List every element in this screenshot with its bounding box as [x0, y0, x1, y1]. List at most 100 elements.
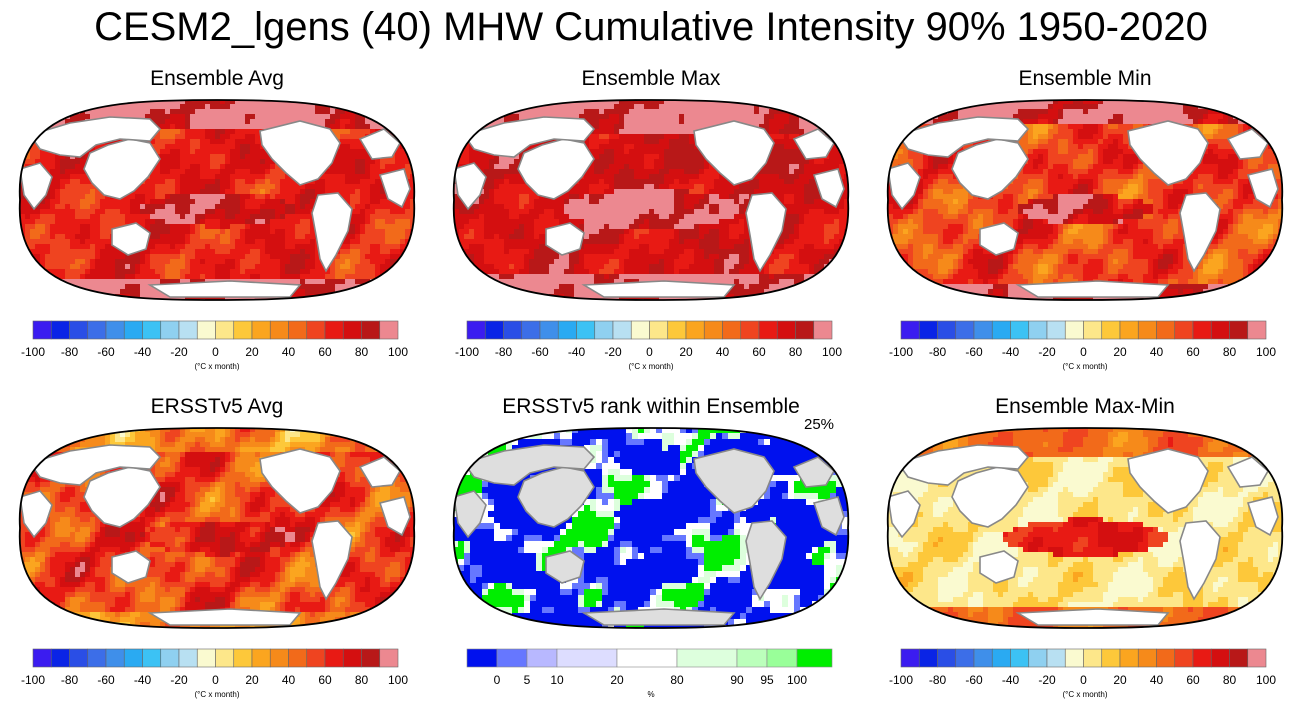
colorbar-tick-label: 100	[1256, 345, 1276, 359]
colorbar-cell	[269, 320, 289, 340]
colorbar-cell	[361, 648, 381, 668]
colorbar-cell	[918, 320, 938, 340]
map-ensemble-max	[452, 99, 850, 301]
colorbar: -100 -80 -60 -40 -20 0 20 40 60 80 100	[455, 320, 842, 359]
colorbar-cell	[1137, 648, 1157, 668]
colorbar-cell	[667, 320, 687, 340]
map-ensemble-maxmin	[886, 427, 1284, 629]
colorbar-tick-label: 95	[760, 673, 774, 687]
colorbar-tick-label: 0	[646, 345, 653, 359]
colorbar-cell	[1210, 648, 1230, 668]
panel-title: ERSSTv5 Avg	[0, 394, 434, 420]
map-outline	[886, 427, 1284, 629]
colorbar-cell	[900, 648, 920, 668]
colorbar-tick-label: -20	[170, 345, 188, 359]
colorbar-cell	[900, 320, 920, 340]
colorbar-tick-label: -100	[455, 345, 479, 359]
colorbar-cell	[1028, 648, 1048, 668]
colorbar: -100 -80 -60 -40 -20 0 20 40 60 80 100	[21, 320, 408, 359]
panel-ensemble-min: Ensemble Min -100 -80 -60 -40 -20 0 20 40 60 80 100…	[868, 66, 1302, 371]
map-outline	[18, 99, 416, 301]
colorbar-cell	[612, 320, 632, 340]
colorbar-cell	[105, 320, 125, 340]
colorbar-cell	[160, 320, 180, 340]
land-mask	[887, 116, 1279, 298]
colorbar-cell	[379, 320, 399, 340]
colorbar-cell	[703, 320, 723, 340]
colorbar-cell	[269, 648, 289, 668]
colorbar-tick-label: -80	[929, 673, 947, 687]
colorbar: -100 -80 -60 -40 -20 0 20 40 60 80 100	[889, 320, 1276, 359]
colorbar-cell	[937, 648, 957, 668]
colorbar-cell	[1101, 320, 1121, 340]
colorbar-cell	[324, 648, 344, 668]
colorbar-cell	[796, 648, 833, 668]
panel-title: Ensemble Max-Min	[868, 394, 1302, 420]
colorbar-tick-label: 80	[355, 673, 369, 687]
colorbar: 0 5 10 20 80 90 95 100	[466, 648, 833, 687]
colorbar-cell	[594, 320, 614, 340]
colorbar-tick-label: -60	[531, 345, 549, 359]
colorbar-tick-label: 60	[1186, 345, 1200, 359]
colorbar-cell	[69, 648, 89, 668]
colorbar-cell	[215, 320, 235, 340]
colorbar-cell	[69, 320, 89, 340]
colorbar-tick-label: 80	[1223, 673, 1237, 687]
colorbar-cell	[251, 320, 271, 340]
colorbar-cell	[722, 320, 742, 340]
colorbar-cell	[1046, 320, 1066, 340]
colorbar-cell	[576, 320, 596, 340]
colorbar-cell	[105, 648, 125, 668]
colorbar-cell	[306, 648, 326, 668]
panel-ensemble-max: Ensemble Max -100 -80 -60 -40 -20 0 20 40 60 80 100…	[434, 66, 868, 371]
colorbar-tick-label: 20	[1113, 673, 1127, 687]
colorbar-cell	[539, 320, 559, 340]
colorbar-tick-label: -20	[1038, 673, 1056, 687]
map-ensemble-avg	[18, 99, 416, 301]
colorbar-tick-label: 0	[212, 673, 219, 687]
panel-ensemble-avg: Ensemble Avg -100 -80 -60 -40 -20 0 20 40 60 80 100…	[0, 66, 434, 371]
land-mask	[19, 116, 411, 298]
colorbar-tick-label: -60	[97, 345, 115, 359]
map-outline	[18, 427, 416, 629]
land-mask	[19, 444, 411, 626]
colorbar: -100 -80 -60 -40 -20 0 20 40 60 80 100	[21, 648, 408, 687]
colorbar-cell	[521, 320, 541, 340]
colorbar-cell	[955, 320, 975, 340]
colorbar-tick-label: 60	[1186, 673, 1200, 687]
colorbar-cell	[795, 320, 815, 340]
colorbar-cell	[1192, 320, 1212, 340]
colorbar-cell	[1010, 320, 1030, 340]
colorbar-cell	[1083, 648, 1103, 668]
panel-title: ERSSTv5 rank within Ensemble	[434, 394, 868, 420]
colorbar-cell	[1119, 648, 1139, 668]
colorbar-cell	[1064, 648, 1084, 668]
colorbar-tick-label: 100	[822, 345, 842, 359]
colorbar-cell	[484, 320, 504, 340]
colorbar-tick-label: -60	[965, 673, 983, 687]
colorbar-tick-label: 40	[282, 345, 296, 359]
colorbar-tick-label: 100	[388, 345, 408, 359]
colorbar-cell	[766, 648, 798, 668]
land-mask	[887, 444, 1279, 626]
colorbar-tick-label: 60	[318, 345, 332, 359]
colorbar-cell	[87, 648, 107, 668]
colorbar-cell	[1247, 648, 1267, 668]
colorbar-cell	[32, 648, 52, 668]
colorbar-cell	[196, 648, 216, 668]
colorbar-tick-label: -40	[1002, 673, 1020, 687]
colorbar-cell	[973, 320, 993, 340]
colorbar-cell	[233, 648, 253, 668]
colorbar-cell	[676, 648, 738, 668]
colorbar-cell	[1046, 648, 1066, 668]
colorbar-cell	[1137, 320, 1157, 340]
colorbar-cell	[466, 320, 486, 340]
colorbar-cell	[556, 648, 618, 668]
colorbar-tick-label: 60	[752, 345, 766, 359]
colorbar-cell	[215, 648, 235, 668]
colorbar-cell	[1210, 320, 1230, 340]
colorbar-cell	[196, 320, 216, 340]
colorbar-cell	[324, 320, 344, 340]
colorbar-cell	[1247, 320, 1267, 340]
colorbar-cell	[1156, 648, 1176, 668]
